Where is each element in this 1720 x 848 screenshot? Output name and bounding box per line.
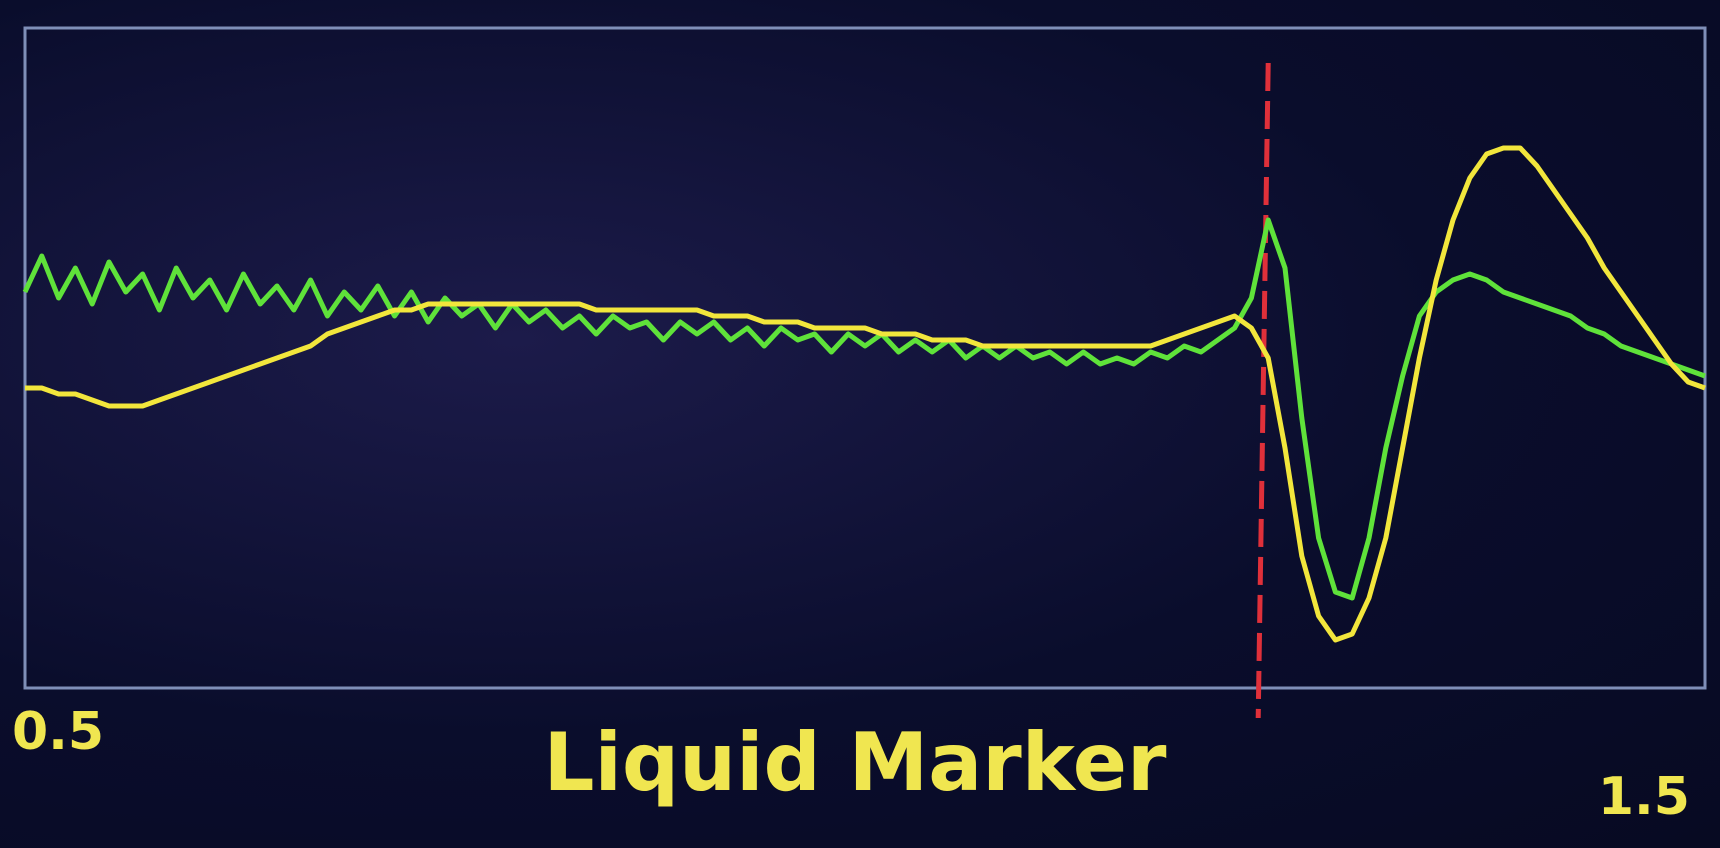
chart-title: Liquid Marker	[544, 716, 1168, 809]
chart: Liquid Marker 0.5 1.5	[0, 0, 1720, 848]
x-tick-label: 1.5	[1598, 767, 1690, 827]
x-tick-label: 0.5	[12, 702, 104, 762]
series-line	[25, 148, 1705, 640]
marker-line	[1258, 63, 1268, 718]
page: Liquid Marker 0.51.5 (() => { const data…	[0, 0, 1720, 848]
series-line	[25, 220, 1705, 598]
